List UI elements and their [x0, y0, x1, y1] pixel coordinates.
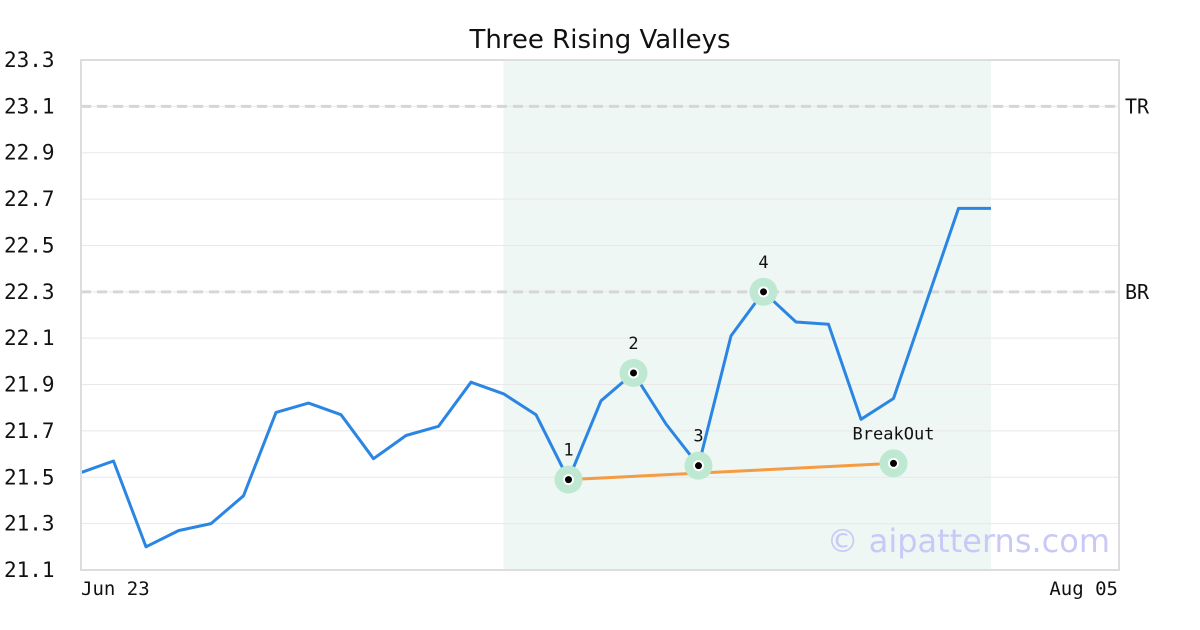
- y-axis: 23.3 23.1 22.9 22.7 22.5 22.3 22.1 21.9 21.7 21.5…: [4, 48, 55, 582]
- trendline: [568, 461, 894, 482]
- series: [80, 206, 991, 549]
- point-label-1: 1: [563, 441, 573, 461]
- plot-frame: [80, 59, 1120, 571]
- point-dot-breakout: [890, 459, 897, 467]
- breakout-trendline: [568, 461, 894, 482]
- point-dot-1: [565, 476, 572, 484]
- pattern-points: 1 2 3 4 BreakOut: [554, 253, 935, 494]
- y-tick-label: 21.9: [4, 373, 55, 397]
- y-tick-label: 22.5: [4, 233, 55, 257]
- x-tick-end: Aug 05: [1049, 578, 1118, 600]
- point-label-4: 4: [758, 253, 768, 273]
- y-tick-label: 21.3: [4, 512, 55, 536]
- y-tick-label: 22.9: [4, 141, 55, 165]
- level-label-tr: TR: [1125, 94, 1150, 118]
- point-dot-3: [695, 462, 702, 470]
- x-tick-start: Jun 23: [81, 578, 150, 600]
- y-tick-label: 23.1: [4, 94, 55, 118]
- chart-title: Three Rising Valleys: [468, 25, 730, 55]
- y-tick-label: 22.1: [4, 326, 55, 350]
- y-tick-label: 21.7: [4, 419, 55, 443]
- point-dot-4: [760, 288, 767, 296]
- y-tick-label: 22.3: [4, 280, 55, 304]
- y-tick-label: 23.3: [4, 48, 55, 72]
- price-line: [80, 206, 991, 549]
- y-tick-label: 22.7: [4, 187, 55, 211]
- watermark: © aipatterns.com: [827, 522, 1110, 560]
- level-label-br: BR: [1125, 280, 1150, 304]
- y-tick-label: 21.5: [4, 465, 55, 489]
- point-label-breakout: BreakOut: [853, 424, 935, 444]
- point-label-3: 3: [693, 427, 703, 447]
- levels: TR BR: [81, 94, 1150, 304]
- point-label-2: 2: [628, 334, 638, 354]
- y-tick-label: 21.1: [4, 558, 55, 582]
- point-dot-2: [630, 369, 637, 377]
